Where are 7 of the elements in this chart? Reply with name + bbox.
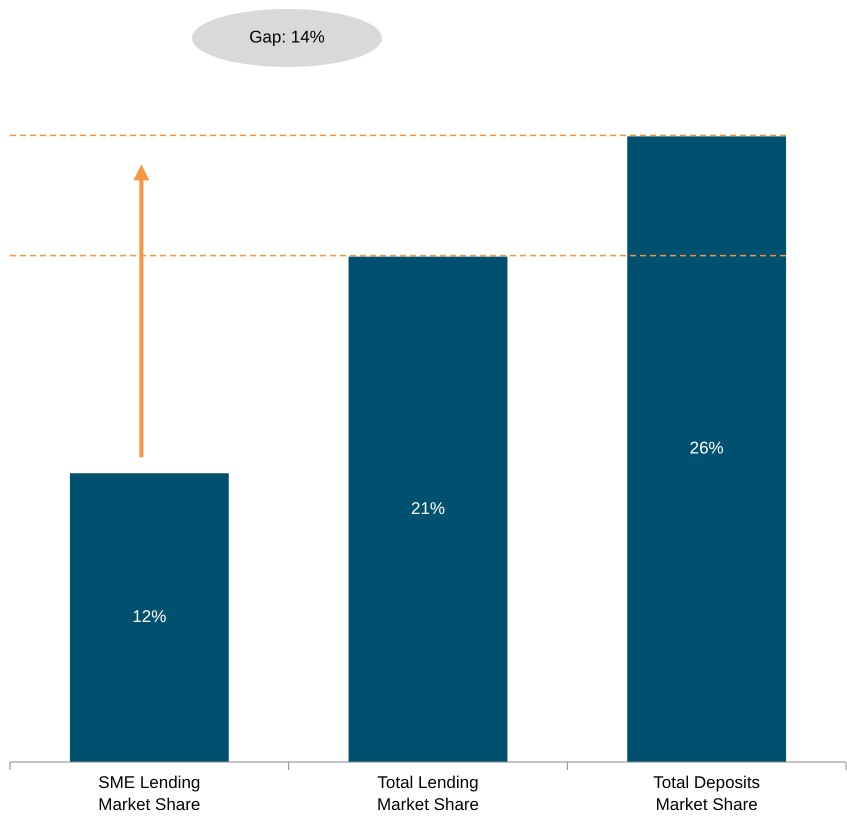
data-label: 12% [132,607,166,626]
x-tick-label: SME Lending Market Share [98,773,200,814]
x-tick-label: Total Deposits Market Share [653,773,760,814]
text: Gap: 14% [249,27,325,46]
x-tick-label: Total Lending Market Share [376,773,480,814]
data-label: 21% [410,498,446,518]
data-label: 26% [690,438,724,458]
